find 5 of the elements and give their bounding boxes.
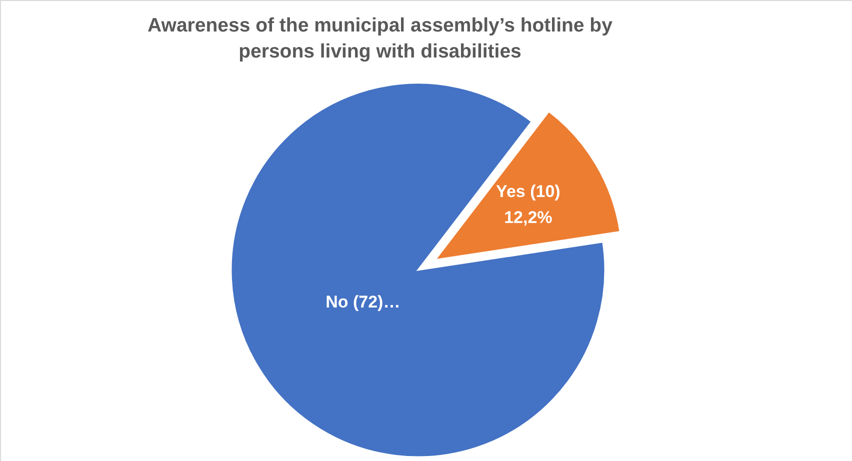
slice-label: No (72)… bbox=[326, 292, 400, 312]
text: persons living with disabilities bbox=[238, 40, 522, 62]
data-label: 12,2% bbox=[504, 208, 552, 227]
slice-label: Yes (10) bbox=[496, 182, 560, 201]
text: Awareness of the municipal assembly’s hotline by bbox=[148, 14, 612, 36]
